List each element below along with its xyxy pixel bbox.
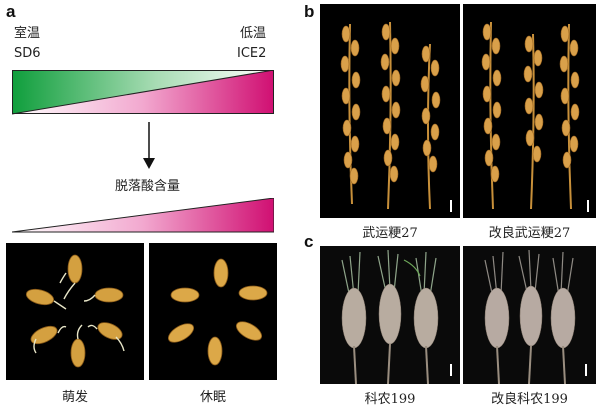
panel-b-letter: b	[304, 2, 315, 21]
improved-kenong199-spikes-photo	[463, 246, 596, 384]
panel-c-letter: c	[304, 232, 314, 251]
improved-kenong199-caption: 改良科农199	[491, 392, 568, 407]
panel-a-letter: a	[6, 2, 16, 21]
sd6-label: SD6	[14, 46, 41, 61]
wuyunjing27-caption: 武运粳27	[362, 226, 418, 241]
down-arrow-icon	[143, 122, 155, 169]
room-temp-label: 室温	[14, 26, 41, 41]
germination-caption: 萌发	[61, 390, 88, 405]
sd6-ice2-gradient-diagram	[12, 70, 274, 115]
improved-wuyunjing27-panicles-photo	[463, 4, 596, 218]
wuyunjing27-panicles-photo	[320, 4, 460, 218]
improved-wuyunjing27-caption: 改良武运粳27	[488, 226, 571, 241]
kenong199-spikes-photo	[320, 246, 460, 384]
dormancy-seeds-photo	[149, 243, 277, 380]
kenong199-caption: 科农199	[364, 392, 416, 407]
ice2-label: ICE2	[237, 46, 267, 61]
germination-seeds-photo	[6, 243, 144, 380]
aba-content-label: 脱落酸含量	[115, 179, 181, 194]
dormancy-caption: 休眠	[199, 390, 226, 405]
low-temp-label: 低温	[240, 26, 267, 41]
aba-gradient-wedge	[12, 198, 274, 233]
